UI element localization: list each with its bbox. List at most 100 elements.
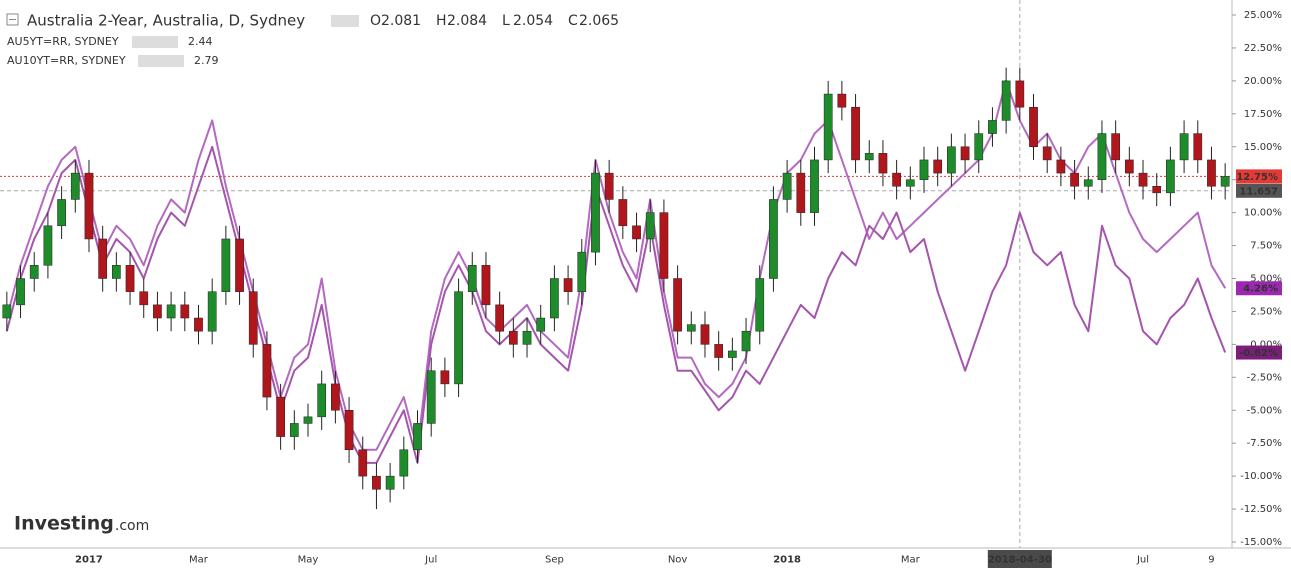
- candle-body: [1207, 159, 1216, 187]
- y-tick-label: -12.50%: [1240, 504, 1282, 515]
- candle-body: [1042, 146, 1052, 161]
- candle-body: [331, 383, 340, 411]
- candle-body: [98, 238, 108, 279]
- x-tick-label: Mar: [189, 555, 209, 566]
- candle-body: [426, 370, 436, 424]
- y-tick-label: 10.00%: [1244, 208, 1282, 219]
- candle-body: [317, 383, 327, 418]
- legend-icons[interactable]: [138, 55, 184, 67]
- y-tick-label: 25.00%: [1244, 10, 1282, 21]
- candle-body: [1083, 179, 1093, 187]
- candle-body: [563, 278, 573, 292]
- candle-body: [70, 172, 80, 200]
- price-tag: [1236, 183, 1282, 198]
- quote-value: 2.065: [579, 13, 619, 29]
- candle-body: [1056, 159, 1066, 174]
- candle-body: [919, 159, 929, 180]
- candle-body: [550, 278, 559, 319]
- candle-body: [632, 225, 641, 240]
- y-tick-label: -10.00%: [1240, 471, 1282, 482]
- candle-body: [84, 172, 94, 240]
- x-tick-label: May: [298, 555, 319, 566]
- candle-body: [727, 350, 737, 358]
- quote-key: C: [568, 13, 578, 29]
- y-tick-label: 2.50%: [1250, 306, 1282, 317]
- quote-key: O: [370, 13, 381, 29]
- candle-body: [974, 133, 984, 161]
- y-tick-label: 17.50%: [1244, 109, 1282, 120]
- candle-body: [276, 396, 285, 437]
- candle-body: [700, 324, 710, 345]
- legend-value: 2.44: [188, 35, 213, 48]
- x-tick-label: Nov: [668, 555, 688, 566]
- candle-body: [686, 324, 696, 332]
- candle-body: [248, 291, 258, 345]
- candle-body: [905, 179, 915, 187]
- candle-body: [960, 146, 970, 161]
- x-tick-label: 2018-04-30: [988, 555, 1052, 566]
- y-tick-label: 7.50%: [1250, 241, 1282, 252]
- candle-body: [495, 304, 505, 332]
- price-tag: [1236, 281, 1282, 296]
- logo: Investing: [14, 513, 114, 535]
- candle-body: [645, 212, 655, 240]
- candle-body: [522, 330, 532, 345]
- legend-value: 2.79: [194, 54, 219, 67]
- candle-body: [1124, 159, 1134, 174]
- candle-body: [823, 93, 833, 161]
- y-tick-label: -5.00%: [1247, 405, 1282, 416]
- legend-icons[interactable]: [132, 36, 178, 48]
- y-tick-label: -15.00%: [1240, 537, 1282, 548]
- chart-title: Australia 2-Year, Australia, D, Sydney: [27, 12, 305, 30]
- candle-body: [289, 423, 299, 437]
- candle-body: [1152, 186, 1162, 194]
- legend-name: AU10YT=RR, SYDNEY: [7, 54, 126, 67]
- collapse-icon[interactable]: [6, 13, 19, 26]
- candle-body: [1138, 172, 1148, 187]
- candle-body: [659, 212, 669, 279]
- candle-body: [1015, 80, 1025, 108]
- candle-body: [1029, 106, 1038, 147]
- price-tag: [1236, 345, 1282, 360]
- candle-body: [1193, 133, 1203, 161]
- candle-body: [837, 93, 847, 108]
- price-tag-label: 12.75%: [1236, 172, 1278, 183]
- candle-body: [139, 291, 149, 306]
- candle-body: [864, 153, 874, 161]
- x-tick-label: Sep: [545, 555, 564, 566]
- y-tick-label: -2.50%: [1247, 372, 1282, 383]
- candle-body: [1220, 176, 1230, 187]
- y-tick-label: -7.50%: [1247, 438, 1282, 449]
- line-series: [5, 79, 1227, 451]
- candle-body: [536, 317, 546, 332]
- candle-body: [372, 475, 381, 490]
- candle-body: [303, 416, 313, 424]
- candle-body: [892, 172, 901, 187]
- candle-body: [1166, 159, 1175, 194]
- candle-body: [673, 278, 682, 332]
- quote-key: H: [436, 13, 447, 29]
- logo: .com: [115, 518, 149, 534]
- candle-body: [878, 153, 888, 174]
- candle-body: [1070, 172, 1079, 187]
- candle-body: [153, 304, 162, 319]
- candle-body: [796, 172, 806, 213]
- candle-body: [440, 370, 450, 385]
- candle-body: [1111, 133, 1121, 161]
- candle-body: [262, 344, 272, 398]
- candle-body: [755, 278, 765, 332]
- quote-key: L: [502, 13, 510, 29]
- price-tag-label: 4.26%: [1243, 284, 1278, 295]
- candle-body: [741, 330, 751, 352]
- quote-value: 2.054: [513, 13, 553, 29]
- candle-body: [947, 146, 956, 174]
- settings-icon[interactable]: [331, 15, 359, 27]
- candle-body: [358, 449, 368, 477]
- candle-body: [194, 317, 203, 332]
- candle-body: [166, 304, 176, 319]
- candle-body: [782, 172, 792, 200]
- candle-body: [604, 172, 614, 200]
- price-tag-label: 11.657: [1239, 186, 1278, 197]
- x-tick-label: 2017: [75, 555, 103, 566]
